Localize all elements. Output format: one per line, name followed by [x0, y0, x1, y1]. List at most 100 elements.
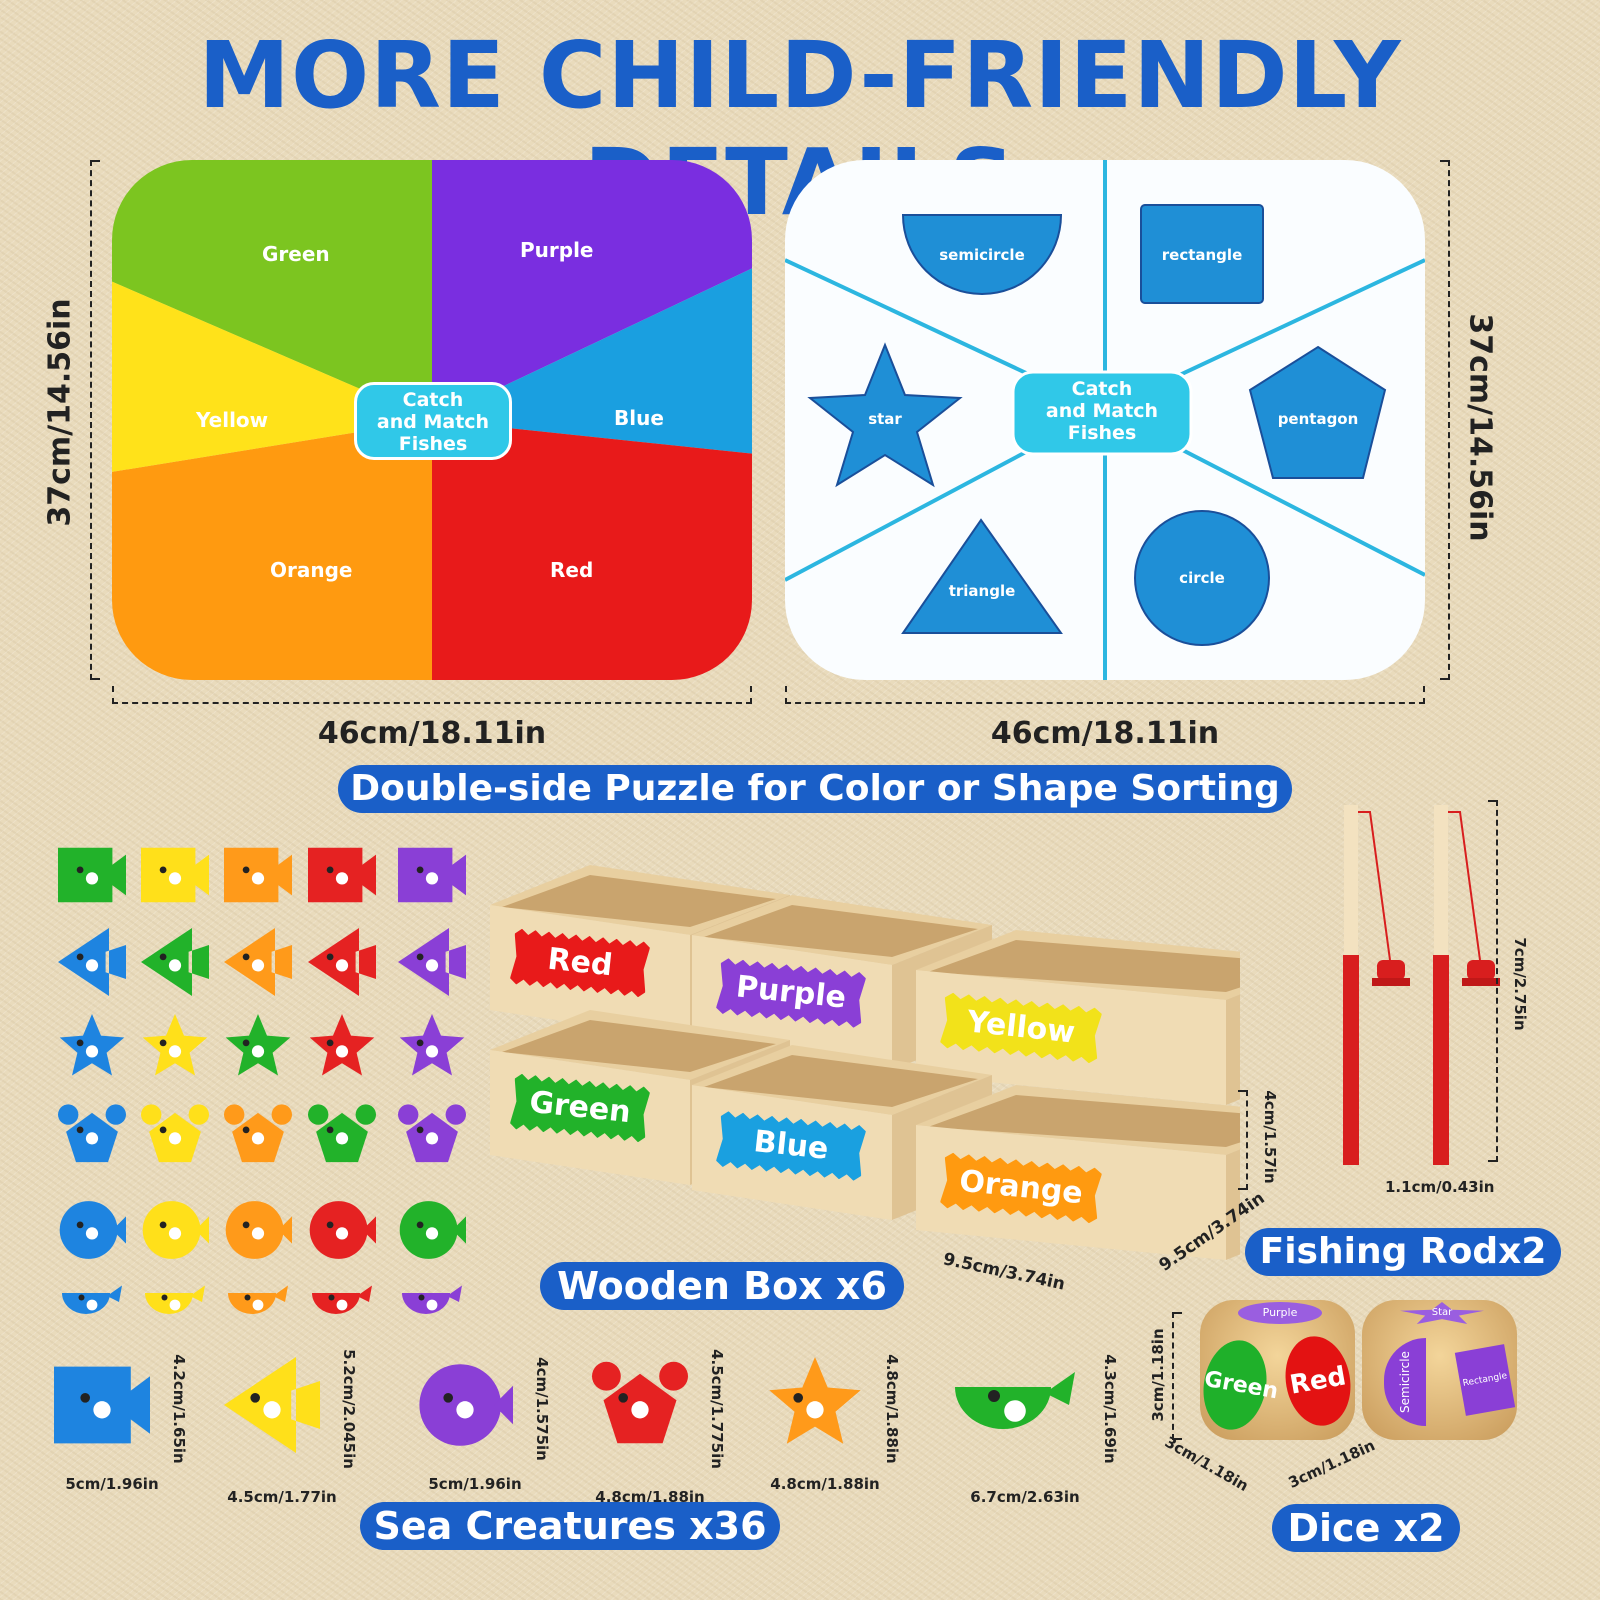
wooden-box-caption: Wooden Box x6 [540, 1262, 904, 1310]
die-face-red: Red [1278, 1331, 1358, 1431]
dimension-line [785, 686, 1425, 704]
sample-width-label: 5cm/1.96in [428, 1475, 522, 1493]
logo-line: Catch [402, 389, 464, 411]
sea-creature-crab-orange [224, 1104, 292, 1163]
sample-width-label: 6.7cm/2.63in [970, 1488, 1080, 1506]
sea-creature-whale-purple [402, 1285, 462, 1314]
sea-creature-round-red [309, 1201, 376, 1259]
die-face-purple: Purple [1238, 1302, 1322, 1324]
sea-creature-round-yellow [142, 1201, 209, 1259]
slot-label-triangle: triangle [948, 582, 1016, 600]
dimension-line [1238, 1090, 1248, 1190]
logo-catch-and-match: Catch and Match Fishes [354, 382, 512, 460]
sample-height-label: 4.5cm/1.775in [708, 1349, 726, 1469]
puzzle-caption: Double-side Puzzle for Color or Shape So… [338, 765, 1292, 813]
dimension-line [1172, 1312, 1182, 1440]
sea-creature-star-purple [399, 1014, 465, 1076]
slot-label-rectangle: rectangle [1161, 246, 1243, 264]
sea-creature-round-orange [225, 1201, 292, 1259]
sea-creature-round-blue [59, 1201, 126, 1259]
sample-width-label: 4.8cm/1.88in [595, 1488, 705, 1506]
logo-line: Fishes [1067, 422, 1137, 444]
fishing-rod [1343, 805, 1410, 1165]
sample-width-label: 5cm/1.96in [65, 1475, 159, 1493]
dimension-line [90, 160, 100, 680]
sea-creature-whale-red [312, 1285, 372, 1314]
left-board-height-label: 37cm/14.56in [42, 298, 78, 527]
star-slot [807, 342, 963, 488]
sea-creature-star-blue [59, 1014, 125, 1076]
shape-puzzle-board [785, 160, 1425, 680]
die-face-semicircle: Semicircle [1384, 1338, 1426, 1426]
sea-creature-whale-yellow [145, 1285, 205, 1314]
sea-creature-crab-yellow [141, 1104, 209, 1163]
die-face-green: Green [1196, 1335, 1280, 1435]
dimension-line [1488, 800, 1498, 1162]
sea-creature-fish-yellow [141, 847, 209, 903]
sea-creature-fish-green [58, 847, 126, 903]
sector-label-purple: Purple [520, 238, 594, 262]
logo-catch-and-match: Catch and Match Fishes [1013, 378, 1191, 444]
sea-creature-fish-purple [398, 847, 466, 903]
sea-creature-triangle-green [141, 928, 209, 996]
shape-die: Star Semicircle Rectangle [1362, 1300, 1517, 1440]
color-die: Purple Green Red [1196, 1300, 1358, 1440]
rod-diameter-label: 1.1cm/0.43in [1385, 1178, 1495, 1196]
die-face-star: Star [1400, 1302, 1484, 1324]
slot-label-star: star [868, 410, 902, 428]
semicircle-slot [901, 214, 1063, 295]
pentagon-slot [1248, 345, 1387, 479]
sample-width-label: 4.8cm/1.88in [770, 1475, 880, 1493]
sea-creature-crab-green [308, 1104, 376, 1163]
shape-slot-labels: semicircle rectangle star pentagon trian… [785, 160, 1425, 680]
color-sector-labels: Green Purple Blue Red Orange Yellow Catc… [112, 160, 752, 680]
sea-creature-sample-triangle [224, 1357, 320, 1453]
triangle-slot [901, 518, 1063, 634]
sea-creature-sample-whale [955, 1372, 1075, 1429]
sea-creature-fish-red [308, 847, 376, 903]
right-board-width-label: 46cm/18.11in [990, 716, 1220, 751]
left-board-width-label: 46cm/18.11in [317, 716, 547, 751]
sea-creature-whale-blue [62, 1285, 122, 1314]
sea-creature-star-yellow [142, 1014, 208, 1076]
slot-label-pentagon: pentagon [1277, 410, 1359, 428]
sector-green [112, 160, 432, 420]
logo-line: Fishes [398, 433, 468, 455]
sea-creature-round-green [399, 1201, 466, 1259]
logo-line: and Match [376, 411, 490, 433]
right-board-height-label: 37cm/14.56in [1462, 313, 1498, 542]
die-depth-label: 3cm/1.18in [1161, 1432, 1252, 1496]
logo-line: Catch [1071, 378, 1133, 400]
sample-height-label: 5.2cm/2.045in [340, 1349, 358, 1469]
sea-creature-star-red [309, 1014, 375, 1076]
sea-creature-crab-purple [398, 1104, 466, 1163]
sector-purple [432, 160, 752, 420]
sector-blue [432, 240, 752, 460]
sector-yellow [112, 260, 432, 480]
rectangle-slot [1140, 204, 1264, 304]
sea-creature-crab-blue [58, 1104, 127, 1163]
die-height-label: 3cm/1.18in [1149, 1328, 1167, 1422]
sea-creature-triangle-red [308, 928, 376, 996]
slot-label-semicircle: semicircle [939, 246, 1025, 264]
sea-creature-grid [58, 847, 466, 1314]
sample-height-label: 4.3cm/1.69in [1101, 1354, 1119, 1464]
sea-creature-sample-fish [54, 1366, 150, 1444]
sample-width-label: 4.5cm/1.77in [227, 1488, 337, 1506]
fishing-rod [1433, 805, 1500, 1165]
slot-label-circle: circle [1179, 569, 1225, 587]
box-height-label: 4cm/1.57in [1261, 1090, 1279, 1184]
sector-label-green: Green [262, 242, 330, 266]
sea-creature-star-green [225, 1014, 291, 1076]
color-puzzle-board [112, 160, 752, 680]
sample-height-label: 4.2cm/1.65in [170, 1354, 188, 1464]
logo-line: and Match [1045, 400, 1159, 422]
die-face-rectangle: Rectangle [1454, 1344, 1516, 1416]
sample-height-label: 4.8cm/1.88in [883, 1354, 901, 1464]
sector-label-red: Red [550, 558, 594, 582]
sea-creature-triangle-blue [58, 928, 126, 996]
sea-creature-sample-crab [592, 1361, 688, 1444]
sea-creature-fish-orange [224, 847, 292, 903]
sample-height-label: 4cm/1.575in [533, 1357, 551, 1461]
sea-creature-samples [54, 1357, 1075, 1453]
